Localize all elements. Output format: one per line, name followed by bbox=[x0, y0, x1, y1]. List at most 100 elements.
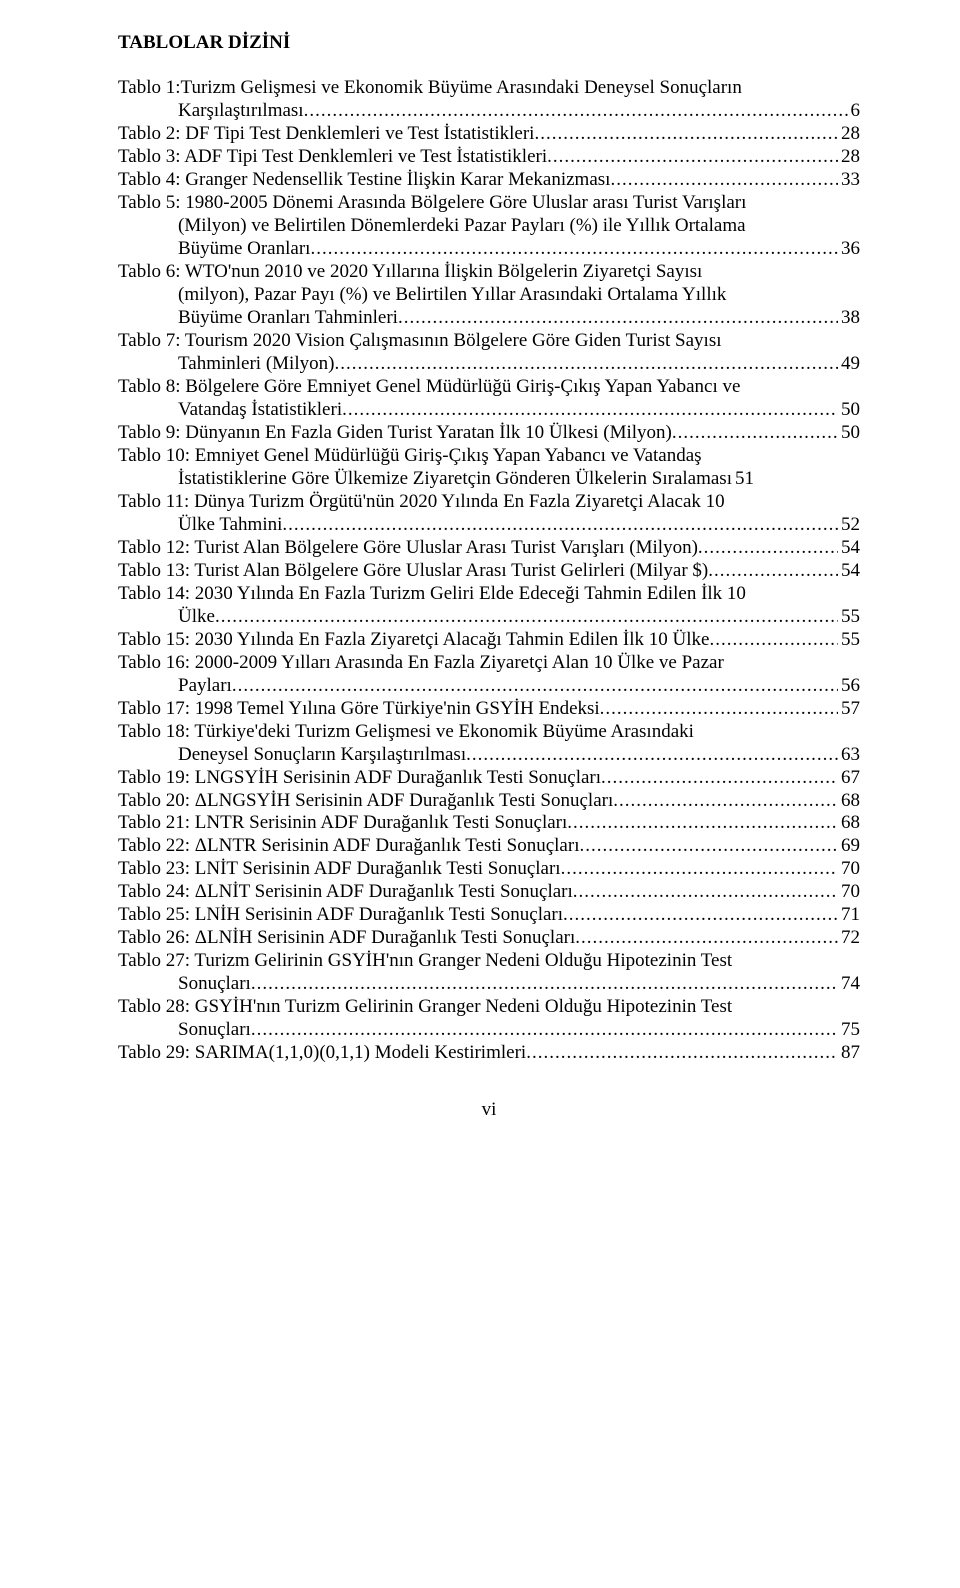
toc-label: Tablo 15: 2030 Yılında En Fazla Ziyaretç… bbox=[118, 629, 709, 652]
toc-page-number: 49 bbox=[838, 353, 860, 376]
toc-entry: Ülke 55 bbox=[118, 606, 860, 629]
toc-entry: Tablo 4: Granger Nedensellik Testine İli… bbox=[118, 169, 860, 192]
toc-leader-dots bbox=[567, 812, 838, 835]
toc-page-number: 6 bbox=[848, 100, 861, 123]
toc-line: Tablo 6: WTO'nun 2010 ve 2020 Yıllarına … bbox=[118, 261, 860, 284]
toc-leader-dots bbox=[534, 123, 838, 146]
toc-line: (milyon), Pazar Payı (%) ve Belirtilen Y… bbox=[118, 284, 860, 307]
toc-entry: Tablo 21: LNTR Serisinin ADF Durağanlık … bbox=[118, 812, 860, 835]
toc-page-number: 70 bbox=[838, 858, 860, 881]
toc-leader-dots bbox=[282, 514, 838, 537]
toc-leader-dots bbox=[672, 422, 838, 445]
toc-leader-dots bbox=[575, 927, 838, 950]
toc-leader-dots bbox=[334, 353, 838, 376]
toc-line: Tablo 11: Dünya Turizm Örgütü'nün 2020 Y… bbox=[118, 491, 860, 514]
toc-page-number: 51 bbox=[732, 468, 754, 491]
toc-line: (Milyon) ve Belirtilen Dönemlerdeki Paza… bbox=[118, 215, 860, 238]
toc-label: Tablo 26: ΔLNİH Serisinin ADF Durağanlık… bbox=[118, 927, 575, 950]
toc-page-number: 68 bbox=[838, 790, 860, 813]
toc-leader-dots bbox=[251, 1019, 838, 1042]
toc-page-number: 52 bbox=[838, 514, 860, 537]
toc-page-number: 57 bbox=[838, 698, 860, 721]
toc-leader-dots bbox=[708, 560, 838, 583]
toc-line: Tablo 28: GSYİH'nın Turizm Gelirinin Gra… bbox=[118, 996, 860, 1019]
toc-page-number: 28 bbox=[838, 123, 860, 146]
toc-page-number: 50 bbox=[838, 422, 860, 445]
toc-entry: Vatandaş İstatistikleri50 bbox=[118, 399, 860, 422]
toc-label: Tablo 25: LNİH Serisinin ADF Durağanlık … bbox=[118, 904, 563, 927]
toc-line: Tablo 18: Türkiye'deki Turizm Gelişmesi … bbox=[118, 721, 860, 744]
toc-line: Tablo 1:Turizm Gelişmesi ve Ekonomik Büy… bbox=[118, 77, 860, 100]
toc-leader-dots bbox=[601, 767, 838, 790]
toc-entry: Tablo 12: Turist Alan Bölgelere Göre Ulu… bbox=[118, 537, 860, 560]
toc-entry: Tablo 2: DF Tipi Test Denklemleri ve Tes… bbox=[118, 123, 860, 146]
toc-entry: Karşılaştırılması 6 bbox=[118, 100, 860, 123]
toc-leader-dots bbox=[547, 146, 838, 169]
toc-leader-dots bbox=[613, 790, 838, 813]
toc-leader-dots bbox=[573, 881, 838, 904]
toc-leader-dots bbox=[610, 169, 838, 192]
toc-leader-dots bbox=[600, 698, 838, 721]
toc-leader-dots bbox=[251, 973, 838, 996]
toc-label: Sonuçları bbox=[178, 1019, 251, 1042]
toc-leader-dots bbox=[563, 904, 838, 927]
toc-label: Tablo 29: SARIMA(1,1,0)(0,1,1) Modeli Ke… bbox=[118, 1042, 526, 1065]
toc-page-number: 67 bbox=[838, 767, 860, 790]
toc-page-number: 55 bbox=[838, 629, 860, 652]
toc-label: Tablo 2: DF Tipi Test Denklemleri ve Tes… bbox=[118, 123, 534, 146]
toc-page-number: 68 bbox=[838, 812, 860, 835]
toc-line: Tablo 8: Bölgelere Göre Emniyet Genel Mü… bbox=[118, 376, 860, 399]
toc-page-number: 55 bbox=[838, 606, 860, 629]
toc-label: İstatistiklerine Göre Ülkemize Ziyaretçi… bbox=[178, 468, 732, 491]
toc-entry: Deneysel Sonuçların Karşılaştırılması 63 bbox=[118, 744, 860, 767]
toc-page-number: 38 bbox=[838, 307, 860, 330]
toc-entry: Tablo 20: ΔLNGSYİH Serisinin ADF Durağan… bbox=[118, 790, 860, 813]
toc-label: Tablo 9: Dünyanın En Fazla Giden Turist … bbox=[118, 422, 672, 445]
page-title: TABLOLAR DİZİNİ bbox=[118, 32, 860, 55]
toc-leader-dots bbox=[709, 629, 838, 652]
toc-entry: Tablo 25: LNİH Serisinin ADF Durağanlık … bbox=[118, 904, 860, 927]
toc-label: Tablo 20: ΔLNGSYİH Serisinin ADF Durağan… bbox=[118, 790, 613, 813]
toc-entry: Tablo 29: SARIMA(1,1,0)(0,1,1) Modeli Ke… bbox=[118, 1042, 860, 1065]
toc-leader-dots bbox=[342, 399, 838, 422]
toc-page-number: 75 bbox=[838, 1019, 860, 1042]
toc-page-number: 74 bbox=[838, 973, 860, 996]
toc-page-number: 56 bbox=[838, 675, 860, 698]
toc-page-number: 72 bbox=[838, 927, 860, 950]
toc-line: Tablo 5: 1980-2005 Dönemi Arasında Bölge… bbox=[118, 192, 860, 215]
toc-entry: Tablo 13: Turist Alan Bölgelere Göre Ulu… bbox=[118, 560, 860, 583]
toc-leader-dots bbox=[215, 606, 838, 629]
toc-label: Karşılaştırılması bbox=[178, 100, 304, 123]
toc-page-number: 87 bbox=[838, 1042, 860, 1065]
toc-page-number: 70 bbox=[838, 881, 860, 904]
toc-entry: Tablo 3: ADF Tipi Test Denklemleri ve Te… bbox=[118, 146, 860, 169]
page-number: vi bbox=[118, 1099, 860, 1122]
toc-page-number: 36 bbox=[838, 238, 860, 261]
toc-entry: Tablo 17: 1998 Temel Yılına Göre Türkiye… bbox=[118, 698, 860, 721]
toc-label: Ülke bbox=[178, 606, 215, 629]
toc-entry: Tablo 15: 2030 Yılında En Fazla Ziyaretç… bbox=[118, 629, 860, 652]
toc-page-number: 28 bbox=[838, 146, 860, 169]
toc-leader-dots bbox=[310, 238, 838, 261]
toc-entry: Tablo 9: Dünyanın En Fazla Giden Turist … bbox=[118, 422, 860, 445]
toc-leader-dots bbox=[398, 307, 838, 330]
toc-label: Tablo 22: ΔLNTR Serisinin ADF Durağanlık… bbox=[118, 835, 579, 858]
toc-line: Tablo 16: 2000-2009 Yılları Arasında En … bbox=[118, 652, 860, 675]
toc-label: Tablo 4: Granger Nedensellik Testine İli… bbox=[118, 169, 610, 192]
toc-line: Tablo 14: 2030 Yılında En Fazla Turizm G… bbox=[118, 583, 860, 606]
toc-label: Deneysel Sonuçların Karşılaştırılması bbox=[178, 744, 466, 767]
toc-page-number: 63 bbox=[838, 744, 860, 767]
toc-leader-dots bbox=[232, 675, 838, 698]
toc-label: Tablo 23: LNİT Serisinin ADF Durağanlık … bbox=[118, 858, 561, 881]
toc-page-number: 54 bbox=[838, 560, 860, 583]
toc-page-number: 71 bbox=[838, 904, 860, 927]
toc-entry: Tablo 23: LNİT Serisinin ADF Durağanlık … bbox=[118, 858, 860, 881]
toc-entry: İstatistiklerine Göre Ülkemize Ziyaretçi… bbox=[118, 468, 860, 491]
toc-label: Tahminleri (Milyon) bbox=[178, 353, 334, 376]
toc-entry: Tablo 26: ΔLNİH Serisinin ADF Durağanlık… bbox=[118, 927, 860, 950]
toc-entry: Büyüme Oranları 36 bbox=[118, 238, 860, 261]
toc-label: Sonuçları bbox=[178, 973, 251, 996]
toc-label: Payları bbox=[178, 675, 232, 698]
toc-leader-dots bbox=[579, 835, 838, 858]
toc-label: Büyüme Oranları bbox=[178, 238, 310, 261]
